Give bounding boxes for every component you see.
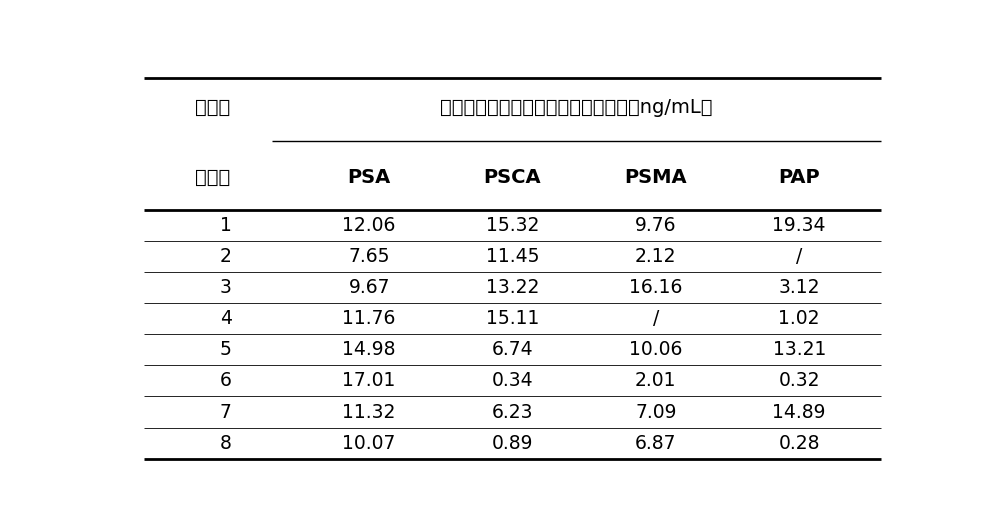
Text: 11.32: 11.32 bbox=[342, 403, 396, 422]
Text: /: / bbox=[796, 247, 802, 266]
Text: 11.76: 11.76 bbox=[342, 309, 396, 329]
Text: 9.76: 9.76 bbox=[635, 216, 677, 235]
Text: PSCA: PSCA bbox=[484, 168, 541, 187]
Text: 11.45: 11.45 bbox=[486, 247, 539, 266]
Text: 10.07: 10.07 bbox=[342, 434, 396, 453]
Text: 0.28: 0.28 bbox=[778, 434, 820, 453]
Text: 13.22: 13.22 bbox=[486, 278, 539, 297]
Text: 17.01: 17.01 bbox=[342, 371, 396, 390]
Text: PSMA: PSMA bbox=[625, 168, 687, 187]
Text: 4: 4 bbox=[220, 309, 232, 329]
Text: 3.12: 3.12 bbox=[778, 278, 820, 297]
Text: 0.89: 0.89 bbox=[492, 434, 533, 453]
Text: 6.87: 6.87 bbox=[635, 434, 677, 453]
Text: 13.21: 13.21 bbox=[773, 340, 826, 359]
Text: 15.11: 15.11 bbox=[486, 309, 539, 329]
Text: 本编号: 本编号 bbox=[195, 168, 230, 187]
Text: PSA: PSA bbox=[348, 168, 391, 187]
Text: 0.32: 0.32 bbox=[778, 371, 820, 390]
Text: 16.16: 16.16 bbox=[629, 278, 683, 297]
Text: 5: 5 bbox=[220, 340, 232, 359]
Text: 6.74: 6.74 bbox=[492, 340, 533, 359]
Text: 3: 3 bbox=[220, 278, 232, 297]
Text: 14.98: 14.98 bbox=[342, 340, 396, 359]
Text: 6.23: 6.23 bbox=[492, 403, 533, 422]
Text: 患者血清中前列腺肿瘤标志物的浓度（ng/mL）: 患者血清中前列腺肿瘤标志物的浓度（ng/mL） bbox=[440, 98, 713, 117]
Text: PAP: PAP bbox=[778, 168, 820, 187]
Text: 10.06: 10.06 bbox=[629, 340, 683, 359]
Text: 1: 1 bbox=[220, 216, 232, 235]
Text: 血清样: 血清样 bbox=[195, 98, 230, 117]
Text: /: / bbox=[653, 309, 659, 329]
Text: 15.32: 15.32 bbox=[486, 216, 539, 235]
Text: 8: 8 bbox=[220, 434, 232, 453]
Text: 7.65: 7.65 bbox=[348, 247, 390, 266]
Text: 6: 6 bbox=[220, 371, 232, 390]
Text: 1.02: 1.02 bbox=[778, 309, 820, 329]
Text: 19.34: 19.34 bbox=[772, 216, 826, 235]
Text: 2.12: 2.12 bbox=[635, 247, 677, 266]
Text: 9.67: 9.67 bbox=[348, 278, 390, 297]
Text: 2: 2 bbox=[220, 247, 232, 266]
Text: 7.09: 7.09 bbox=[635, 403, 677, 422]
Text: 14.89: 14.89 bbox=[772, 403, 826, 422]
Text: 7: 7 bbox=[220, 403, 232, 422]
Text: 0.34: 0.34 bbox=[492, 371, 533, 390]
Text: 2.01: 2.01 bbox=[635, 371, 677, 390]
Text: 12.06: 12.06 bbox=[342, 216, 396, 235]
